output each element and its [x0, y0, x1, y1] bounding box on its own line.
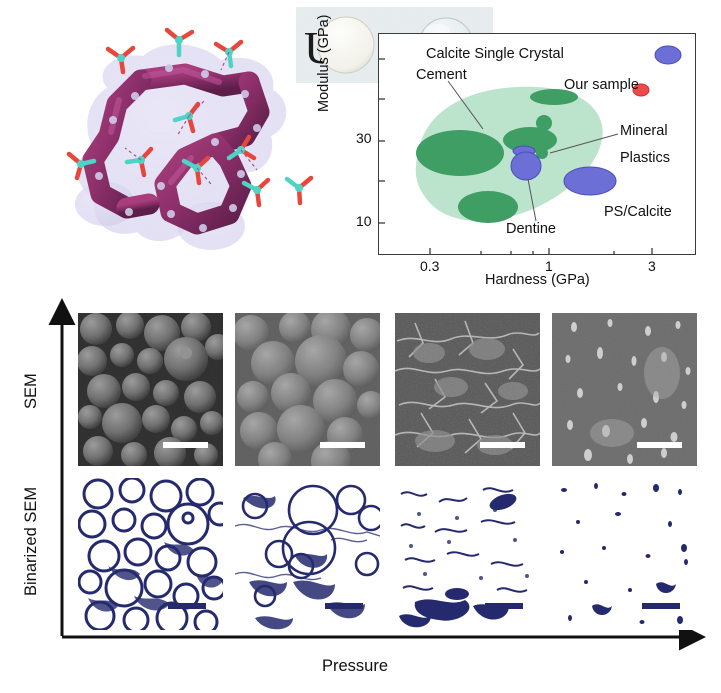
sem-row-label: SEM [22, 373, 40, 409]
binarized-panel-4 [552, 478, 697, 630]
x-tick-0: 0.3 [420, 258, 440, 274]
scale-bar [168, 603, 206, 609]
pressure-axis-label: Pressure [322, 657, 389, 675]
annotation-leaders [447, 80, 619, 222]
legend-label-calcite: Calcite Single Crystal [426, 46, 564, 62]
sem-panel-1 [78, 313, 223, 466]
hydrogen-bonds [124, 51, 258, 185]
annotation-cement: Cement [416, 67, 467, 83]
scale-bar [642, 603, 680, 609]
sem-panel-4 [552, 313, 697, 466]
molecule-render [66, 27, 314, 250]
y-tick-1: 30 [356, 130, 372, 146]
our-sample-marker [632, 83, 650, 97]
ashby-chart: Calcite Single Crystal Our sample Cement… [378, 33, 696, 255]
binarized-panel-3 [395, 478, 540, 630]
opaque-pellet [317, 16, 375, 74]
chart-graphics [378, 45, 682, 255]
sem-montage: SEM Binarized SEM [0, 296, 721, 693]
x-axis-title: Hardness (GPa) [485, 272, 590, 288]
legend-label-our-sample: Our sample [564, 77, 639, 93]
scale-bar [637, 442, 682, 448]
sem-panel-3 [395, 313, 540, 466]
y-tick-0: 10 [356, 213, 372, 229]
x-axis-ticks [429, 248, 653, 255]
sem-panel-2 [235, 313, 380, 466]
scale-bar [325, 603, 363, 609]
molecular-structure-panel [45, 8, 345, 293]
legend-marker-calcite [654, 45, 682, 65]
hydrogen-atoms [95, 64, 261, 232]
binarized-panel-2 [235, 478, 380, 630]
annotation-ps-calcite: PS/Calcite [604, 204, 672, 220]
x-tick-1: 1 [545, 258, 553, 274]
x-tick-2: 3 [648, 258, 656, 274]
y-axis-ticks [378, 58, 385, 224]
carbonate-groups [66, 27, 314, 208]
binarized-panel-1 [78, 478, 223, 630]
annotation-mineral: Mineral [620, 123, 668, 139]
annotation-dentine: Dentine [506, 221, 556, 237]
annotation-plastics: Plastics [620, 150, 670, 166]
binarized-sem-row-label: Binarized SEM [22, 486, 40, 596]
scale-bar [480, 442, 525, 448]
scale-bar [485, 603, 523, 609]
scale-bar [163, 442, 208, 448]
montage-axes [48, 298, 706, 651]
cement-envelope-region [415, 86, 603, 221]
cement-data-ellipses [416, 89, 578, 223]
y-axis-title: Modulus (GPa) [316, 14, 332, 112]
calcite-data-ellipses [510, 145, 617, 196]
scale-bar [320, 442, 365, 448]
